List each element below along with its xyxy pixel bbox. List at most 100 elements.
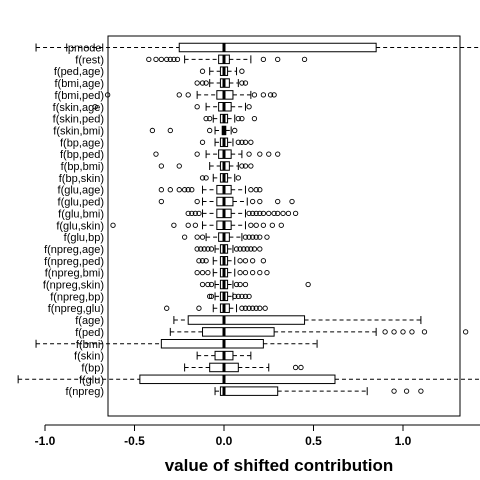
category-label: f(glu,bp): [64, 232, 104, 244]
outlier-point: [257, 198, 263, 205]
box-28: [184, 362, 304, 373]
category-label: f(bmi): [76, 339, 104, 351]
outlier-point: [207, 127, 213, 134]
box-27: [196, 350, 252, 361]
category-label: f(bp,age): [60, 137, 104, 149]
outlier-point: [199, 234, 206, 240]
outlier-point: [176, 187, 182, 193]
outlier-point: [237, 246, 243, 252]
outlier-point: [203, 80, 209, 86]
outlier-point: [280, 210, 286, 217]
box-11: [158, 161, 254, 171]
outlier-point: [110, 222, 116, 228]
category-label: f(bmi,age): [54, 78, 104, 90]
box-18: [194, 244, 263, 254]
outlier-point: [253, 234, 259, 240]
category-label: f(glu,skin): [56, 220, 104, 232]
outlier-point: [241, 246, 247, 252]
outlier-point: [391, 329, 397, 335]
outlier-point: [196, 258, 202, 264]
outlier-point: [248, 163, 254, 169]
outlier-point: [239, 293, 245, 299]
outlier-point: [189, 187, 195, 193]
outlier-point: [199, 175, 206, 181]
box-19: [196, 256, 267, 266]
outlier-point: [253, 305, 259, 311]
outlier-point: [260, 258, 267, 264]
outlier-point: [246, 293, 252, 299]
outlier-point: [181, 234, 188, 240]
outlier-point: [176, 92, 182, 98]
outlier-point: [249, 198, 256, 205]
outlier-point: [153, 56, 159, 62]
category-label: f(glu): [79, 374, 104, 386]
outlier-point: [275, 210, 281, 217]
outlier-point: [267, 92, 274, 98]
outlier-point: [205, 269, 211, 276]
outlier-point: [260, 56, 267, 62]
box-26: [35, 339, 318, 349]
category-label: f(glu,age): [58, 185, 104, 197]
outlier-point: [237, 258, 243, 264]
outlier-point: [194, 269, 200, 276]
outlier-point: [242, 258, 249, 264]
outlier-point: [462, 329, 469, 335]
box-25: [169, 327, 469, 337]
outlier-point: [189, 210, 195, 217]
box-7: [203, 113, 258, 124]
outlier-point: [249, 305, 256, 311]
outlier-point: [421, 329, 428, 335]
box-21: [199, 279, 311, 290]
outlier-point: [201, 246, 207, 252]
outlier-point: [185, 210, 191, 217]
outlier-point: [158, 163, 165, 169]
x-tick-label: 0.5: [305, 434, 322, 448]
x-axis: -1.0-0.50.00.51.01.52.02.5: [35, 424, 480, 448]
outlier-point: [260, 92, 267, 98]
outlier-point: [266, 210, 272, 217]
outlier-point: [262, 305, 268, 311]
outlier-point: [249, 234, 256, 240]
outlier-point: [92, 104, 98, 110]
outlier-point: [203, 258, 209, 264]
box-iqr: [187, 315, 306, 325]
category-label: f(glu,ped): [58, 197, 104, 209]
outlier-point: [292, 364, 299, 371]
outlier-point: [194, 104, 200, 110]
category-label: f(npreg,ped): [44, 256, 104, 268]
box-14: [158, 196, 295, 207]
outlier-point: [192, 210, 199, 217]
outlier-point: [233, 246, 240, 252]
box-9: [199, 137, 254, 148]
outlier-point: [181, 187, 188, 193]
outlier-point: [292, 210, 299, 217]
category-label: f(bp): [81, 362, 104, 374]
outlier-point: [257, 305, 263, 311]
outlier-point: [253, 210, 259, 217]
outlier-point: [266, 151, 272, 157]
category-label: lpmodel: [65, 43, 104, 55]
outlier-point: [248, 222, 254, 228]
outlier-point: [205, 246, 211, 252]
outlier-point: [167, 56, 173, 62]
category-label: f(skin,age): [53, 102, 104, 114]
outlier-point: [194, 151, 200, 157]
box-13: [158, 184, 263, 195]
outlier-point: [242, 305, 249, 311]
outlier-point: [275, 198, 281, 205]
outlier-point: [260, 222, 267, 228]
outlier-point: [205, 281, 211, 288]
outlier-point: [242, 234, 249, 240]
outlier-point: [235, 293, 241, 299]
outlier-point: [253, 187, 259, 193]
x-axis-title: value of shifted contribution: [165, 456, 394, 475]
outlier-point: [239, 68, 245, 74]
category-label: f(npreg,skin): [43, 280, 104, 292]
outlier-point: [203, 115, 209, 122]
outlier-point: [171, 56, 177, 62]
outlier-point: [164, 305, 170, 311]
outlier-point: [301, 56, 308, 62]
box-4: [194, 78, 249, 88]
outlier-point: [242, 293, 249, 299]
x-tick-label: 1.0: [395, 434, 412, 448]
